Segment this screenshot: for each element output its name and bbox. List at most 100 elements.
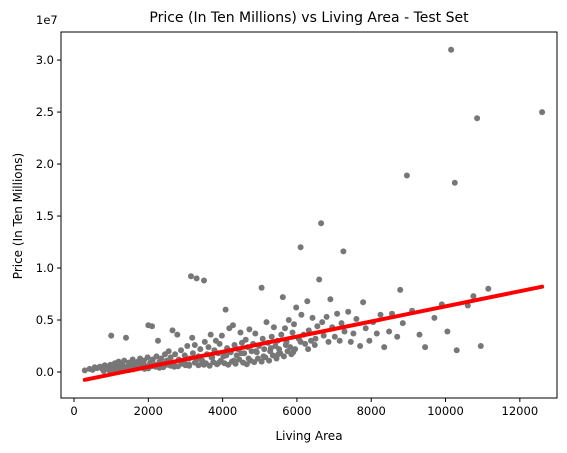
data-point	[267, 345, 274, 352]
data-point	[453, 347, 460, 354]
y-axis-label: Price (In Ten Millions)	[11, 153, 25, 279]
y-tick-label: 0.5	[36, 313, 54, 327]
data-point	[373, 330, 380, 337]
data-point	[186, 362, 193, 369]
data-point	[290, 349, 297, 356]
data-point	[171, 363, 178, 370]
data-point	[470, 293, 477, 300]
data-point	[338, 320, 345, 327]
data-point	[399, 320, 406, 327]
data-point	[278, 331, 285, 338]
data-point	[218, 332, 225, 339]
data-point	[261, 346, 268, 353]
data-point	[341, 328, 348, 335]
chart-title: Price (In Ten Millions) vs Living Area -…	[149, 10, 469, 26]
data-point	[123, 334, 129, 341]
data-point	[258, 284, 265, 291]
data-point	[121, 357, 128, 364]
data-point	[539, 109, 546, 116]
data-point	[167, 354, 174, 361]
data-point	[331, 333, 338, 340]
y-offset-label: 1e7	[36, 13, 58, 27]
data-point	[238, 350, 245, 357]
y-tick-label: 2.5	[36, 105, 54, 119]
data-point	[394, 333, 401, 340]
data-point	[174, 331, 181, 338]
data-point	[193, 275, 200, 282]
data-point	[386, 328, 393, 335]
data-point	[201, 361, 207, 368]
data-point	[357, 343, 364, 349]
data-point	[223, 352, 230, 359]
data-point	[205, 344, 212, 351]
x-tick-label: 10000	[427, 404, 464, 418]
data-point	[195, 362, 202, 369]
data-point	[165, 348, 172, 355]
data-point	[304, 298, 311, 305]
data-point	[172, 351, 179, 358]
data-point	[248, 348, 255, 355]
y-tick-label: 3.0	[36, 53, 54, 67]
data-point	[222, 306, 229, 313]
y-tick-label: 1.5	[36, 209, 54, 223]
data-point	[231, 342, 238, 348]
data-point	[312, 335, 319, 342]
y-axis-ticks: 0.0 0.5 1.0 1.5 2.0 2.5 3.0	[36, 53, 61, 379]
data-point	[297, 338, 304, 345]
data-point	[191, 342, 198, 348]
data-point	[314, 323, 321, 330]
data-point	[285, 317, 292, 323]
data-point	[360, 299, 367, 306]
data-point	[201, 277, 207, 284]
data-point	[230, 322, 236, 329]
data-point	[81, 367, 88, 374]
data-point	[397, 286, 404, 293]
x-tick-label: 0	[70, 404, 77, 418]
x-axis-label: Living Area	[275, 429, 342, 443]
data-point	[305, 346, 312, 353]
data-point	[266, 357, 273, 364]
data-point	[155, 337, 161, 344]
data-point	[362, 325, 369, 332]
data-point	[237, 329, 244, 336]
data-point	[184, 343, 191, 349]
data-point	[279, 294, 286, 301]
data-point	[259, 335, 266, 342]
data-point	[444, 328, 451, 335]
data-point	[289, 329, 296, 336]
data-point	[149, 323, 155, 330]
data-point	[319, 319, 326, 326]
data-point	[258, 358, 265, 365]
data-point	[207, 331, 214, 338]
data-point	[106, 367, 113, 374]
data-point	[242, 336, 249, 343]
data-point	[422, 344, 429, 351]
data-point	[291, 321, 297, 328]
y-tick-label: 2.0	[36, 157, 54, 171]
data-point	[169, 327, 176, 334]
x-tick-label: 2000	[134, 404, 163, 418]
data-point	[325, 338, 332, 345]
data-point	[320, 332, 327, 339]
data-point	[243, 361, 250, 368]
data-point	[403, 172, 410, 179]
data-point	[270, 324, 277, 331]
y-tick-label: 1.0	[36, 261, 54, 275]
data-point	[485, 285, 492, 292]
data-point	[316, 276, 323, 283]
data-point	[431, 314, 438, 321]
data-point	[275, 351, 282, 358]
data-point	[477, 343, 484, 349]
data-point	[282, 325, 288, 332]
data-point	[340, 248, 347, 255]
data-point	[280, 353, 287, 360]
data-point	[206, 362, 213, 369]
data-point	[246, 326, 253, 333]
data-point	[201, 338, 208, 345]
data-point	[251, 359, 258, 366]
data-point	[353, 316, 360, 322]
data-point	[366, 337, 373, 344]
data-point	[153, 353, 160, 360]
data-point	[309, 314, 316, 321]
x-tick-label: 12000	[502, 404, 539, 418]
